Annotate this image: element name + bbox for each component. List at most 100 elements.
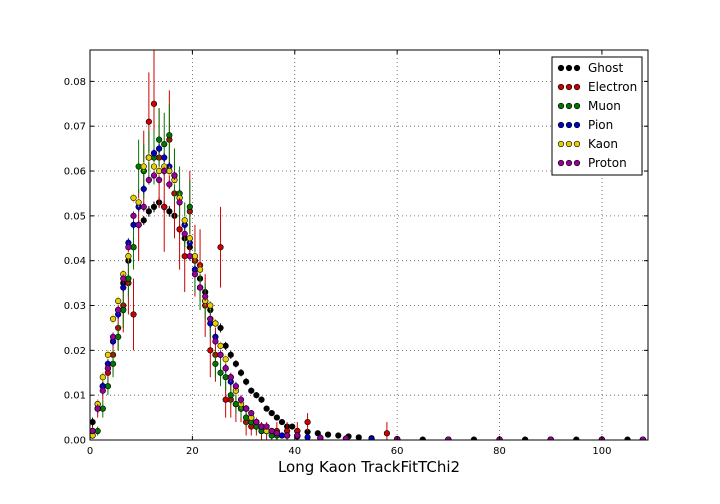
data-point <box>130 244 137 251</box>
data-point <box>191 271 199 278</box>
data-point <box>135 221 142 228</box>
data-point <box>227 374 234 381</box>
data-point <box>273 430 280 437</box>
data-point <box>115 333 122 340</box>
data-point <box>289 423 296 430</box>
data-point <box>161 167 168 175</box>
data-point <box>227 351 234 358</box>
data-point <box>181 230 188 237</box>
axis-ticks: 0 20 40 60 80 100 0.00 0.01 0.02 0.03 0.04 0.05 0.06… <box>64 50 648 457</box>
data-point <box>283 432 291 439</box>
data-point <box>342 435 350 440</box>
data-point <box>217 369 224 376</box>
data-point <box>145 154 152 161</box>
data-point <box>263 423 270 430</box>
x-axis-label: Long Kaon TrackFitTChi2 <box>278 458 460 476</box>
y-tick-label: 0.07 <box>64 122 86 133</box>
data-point <box>104 383 112 390</box>
data-point <box>243 405 250 412</box>
data-point <box>161 154 168 161</box>
data-point <box>135 199 142 206</box>
data-point <box>258 423 265 430</box>
data-point <box>115 306 122 314</box>
data-point <box>166 167 173 175</box>
data-point <box>99 387 106 394</box>
legend-label: Ghost <box>588 61 623 75</box>
series-proton <box>90 166 646 440</box>
data-point <box>145 118 152 125</box>
data-point <box>237 396 245 403</box>
legend-marker <box>573 159 581 167</box>
data-point <box>156 136 163 143</box>
data-point <box>186 203 193 210</box>
data-point <box>253 418 260 426</box>
data-point <box>140 217 147 224</box>
data-point <box>120 275 127 282</box>
data-point <box>368 436 375 440</box>
data-point <box>140 203 147 210</box>
data-point <box>140 185 147 193</box>
data-point <box>99 374 106 381</box>
legend-marker <box>565 121 573 129</box>
data-point <box>115 297 122 305</box>
data-point <box>207 347 214 354</box>
legend-marker <box>565 102 573 110</box>
data-point <box>145 176 152 184</box>
data-point <box>232 383 239 390</box>
data-point <box>186 253 193 260</box>
legend-marker <box>565 159 573 167</box>
data-point <box>237 369 245 376</box>
legend-label: Kaon <box>588 137 618 151</box>
y-tick-label: 0.08 <box>64 77 86 88</box>
data-point <box>171 172 178 179</box>
data-point <box>166 208 173 215</box>
data-point <box>186 235 193 242</box>
data-point <box>222 356 229 363</box>
data-point <box>294 432 301 439</box>
data-point <box>120 306 127 314</box>
data-point <box>125 275 132 282</box>
x-tick-label: 80 <box>493 446 506 457</box>
legend-marker <box>573 102 581 110</box>
data-point <box>150 100 158 107</box>
data-point <box>232 401 239 408</box>
data-point <box>176 226 183 233</box>
data-point <box>217 351 224 358</box>
y-tick-label: 0.04 <box>64 256 86 267</box>
data-point <box>232 360 239 367</box>
data-point <box>212 320 219 327</box>
data-point <box>90 427 96 435</box>
data-point <box>253 392 260 399</box>
data-point <box>217 324 224 332</box>
legend-marker <box>565 83 573 91</box>
data-point <box>161 203 168 210</box>
legend-marker <box>573 121 581 129</box>
y-tick-label: 0.03 <box>64 301 86 312</box>
data-point <box>176 199 183 206</box>
legend-label: Proton <box>588 156 627 170</box>
legend-marker <box>557 64 565 72</box>
data-point <box>243 414 250 421</box>
data-point <box>355 434 362 440</box>
legend-marker <box>573 64 581 72</box>
data-point <box>181 253 188 260</box>
data-point <box>335 432 342 439</box>
data-point <box>222 374 229 381</box>
y-tick-label: 0.02 <box>64 346 86 357</box>
data-point <box>273 414 280 421</box>
data-point <box>156 176 163 184</box>
legend-marker <box>557 159 565 167</box>
data-point <box>161 141 168 148</box>
legend-marker <box>573 83 581 91</box>
legend-label: Electron <box>588 80 637 94</box>
data-point <box>207 315 214 323</box>
x-tick-label: 60 <box>391 446 404 457</box>
legend-marker <box>573 140 581 148</box>
data-point <box>99 405 106 412</box>
y-tick-label: 0.00 <box>64 436 86 447</box>
data-point <box>227 392 234 399</box>
y-tick-label: 0.01 <box>64 391 86 402</box>
legend-marker <box>557 140 565 148</box>
data-point <box>191 253 199 260</box>
x-tick-label: 0 <box>87 446 93 457</box>
